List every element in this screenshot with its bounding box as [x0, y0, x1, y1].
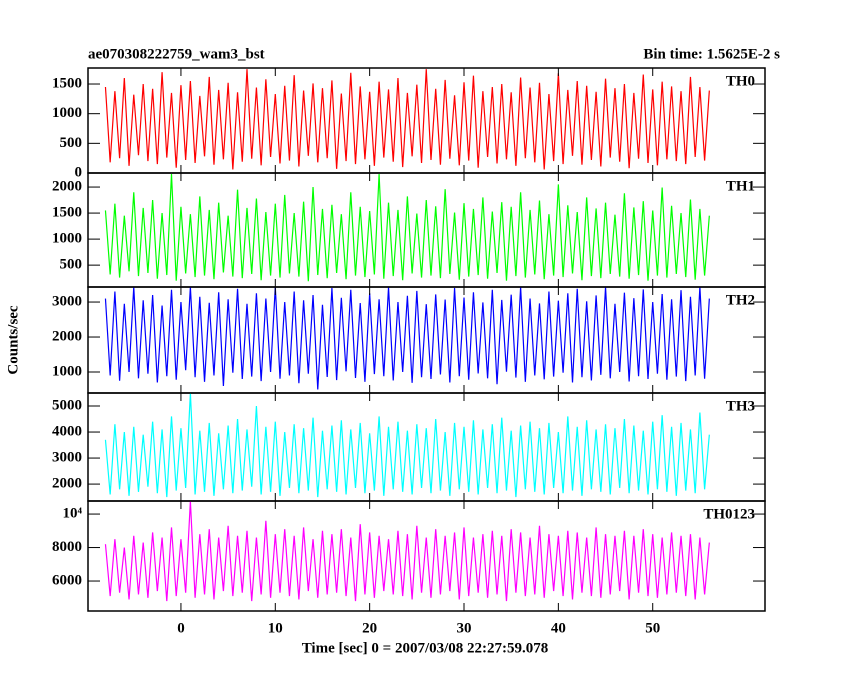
- y-tick-label: 500: [60, 135, 83, 151]
- panel-label: TH0: [726, 73, 755, 89]
- y-tick-label: 2000: [52, 476, 82, 492]
- chart-title: ae070308222759_wam3_bst: [88, 46, 265, 62]
- y-axis-label: Counts/sec: [5, 305, 21, 375]
- y-tick-label: 1500: [52, 205, 82, 221]
- y-tick-label: 4000: [52, 423, 82, 439]
- x-tick-label: 30: [457, 620, 472, 636]
- y-tick-label: 500: [60, 257, 83, 273]
- y-tick-label: 3000: [52, 449, 82, 465]
- x-tick-label: 10: [268, 620, 283, 636]
- bin-time: Bin time: 1.5625E-2 s: [643, 46, 780, 62]
- light-curve: [104, 393, 710, 498]
- panel-label: TH2: [726, 292, 755, 308]
- panel-frame: [87, 500, 766, 612]
- x-tick-label: 50: [645, 620, 660, 636]
- y-tick-label: 0: [75, 164, 83, 180]
- y-tick-label: 3000: [52, 293, 82, 309]
- x-tick-label: 20: [362, 620, 377, 636]
- x-tick-label: 0: [177, 620, 185, 636]
- light-curve: [104, 287, 710, 390]
- x-tick-label: 40: [551, 620, 566, 636]
- y-tick-label: 8000: [52, 539, 82, 555]
- light-curve: [104, 69, 710, 170]
- panel-label: TH0123: [703, 506, 755, 522]
- light-curve: [104, 174, 710, 282]
- y-tick-label: 6000: [52, 572, 82, 588]
- light-curve: [104, 501, 710, 602]
- y-tick-label: 2000: [52, 178, 82, 194]
- y-tick-label: 2000: [52, 328, 82, 344]
- y-tick-label: 5000: [52, 397, 82, 413]
- y-tick-label: 1500: [52, 75, 82, 91]
- panel-label: TH1: [726, 178, 755, 194]
- panel-label: TH3: [726, 398, 755, 414]
- y-tick-label: 1000: [52, 231, 82, 247]
- x-axis-label: Time [sec] 0 = 2007/03/08 22:27:59.078: [302, 640, 549, 656]
- y-tick-label: 10⁴: [63, 505, 83, 521]
- y-tick-label: 1000: [52, 363, 82, 379]
- y-tick-label: 1000: [52, 105, 82, 121]
